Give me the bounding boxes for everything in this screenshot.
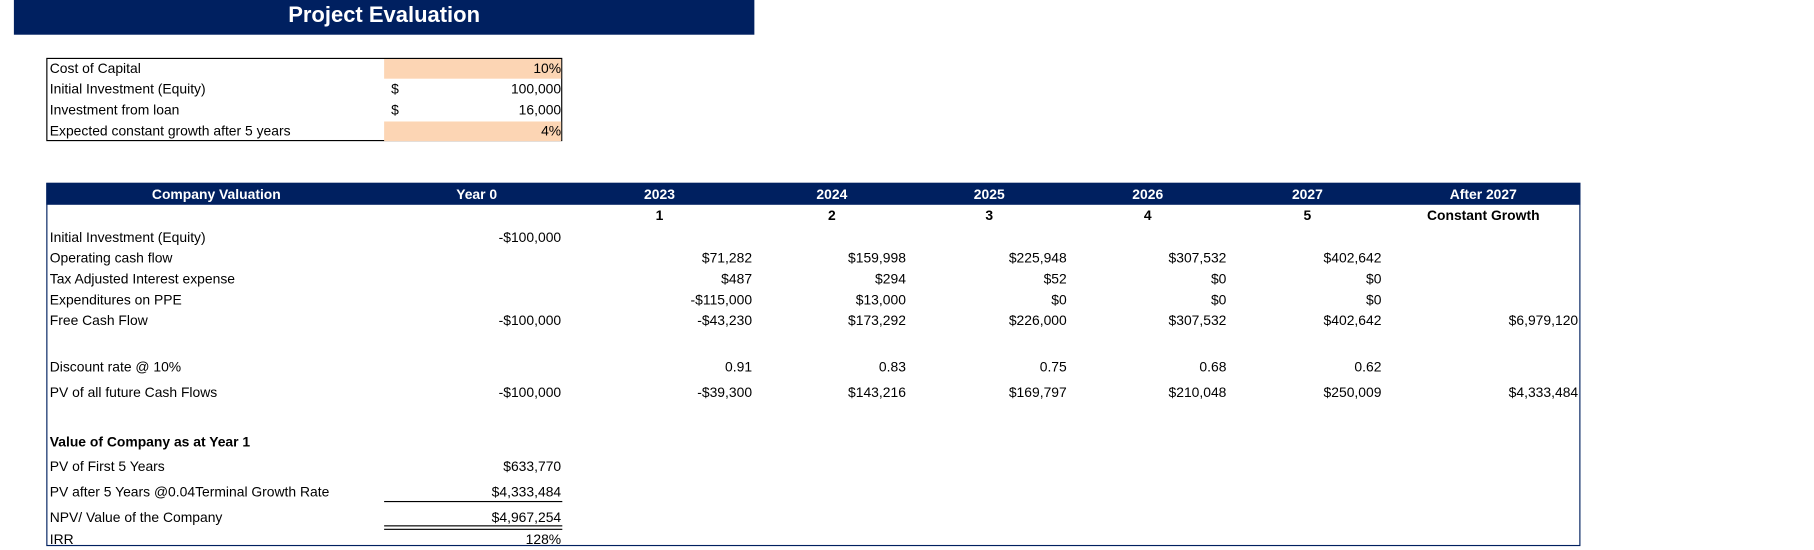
cell: 0.75 — [1039, 358, 1067, 375]
row-label: PV of all future Cash Flows — [49, 384, 218, 401]
cell: $52 — [1043, 270, 1067, 287]
cell: 0.62 — [1354, 358, 1382, 375]
cell: -$100,000 — [498, 312, 562, 329]
column-header: 2024 — [816, 186, 848, 203]
row-label: Free Cash Flow — [49, 312, 148, 329]
input-label: Cost of Capital — [49, 60, 141, 77]
input-label: Investment from loan — [49, 101, 180, 119]
input-value: 16,000 — [518, 101, 562, 119]
cell: $402,642 — [1323, 249, 1382, 267]
cell: $0 — [1210, 291, 1227, 308]
cell: $0 — [1051, 291, 1067, 308]
cell: $169,797 — [1008, 384, 1067, 401]
column-subheader: Constant Growth — [1426, 207, 1540, 224]
cell: $0 — [1366, 270, 1382, 287]
column-subheader: 4 — [1143, 207, 1152, 224]
summary-value: $4,967,254 — [491, 509, 562, 526]
cell: -$100,000 — [498, 384, 562, 401]
summary-label: NPV/ Value of the Company — [49, 509, 223, 526]
input-value: 100,000 — [510, 80, 562, 98]
cell: 0.91 — [725, 358, 753, 375]
cell: $402,642 — [1323, 312, 1382, 329]
cell: $307,532 — [1168, 312, 1227, 329]
inputs-box — [46, 57, 563, 142]
summary-value: $633,770 — [503, 458, 562, 475]
cell: $250,009 — [1323, 384, 1382, 401]
column-header: After 2027 — [1449, 186, 1517, 203]
column-subheader: 3 — [985, 207, 994, 224]
row-label: Expenditures on PPE — [49, 291, 182, 308]
input-value: 4% — [541, 122, 562, 139]
cell: -$100,000 — [498, 229, 562, 246]
cell: -$43,230 — [697, 312, 753, 329]
cell: $143,216 — [848, 384, 906, 401]
cell: $0 — [1366, 291, 1382, 308]
underline — [384, 500, 563, 503]
summary-value: 128% — [525, 531, 562, 548]
cell: $225,948 — [1008, 249, 1067, 267]
column-header: 2027 — [1291, 186, 1323, 203]
input-label: Initial Investment (Equity) — [49, 80, 206, 98]
cell: -$39,300 — [697, 384, 753, 401]
input-value: 10% — [533, 60, 562, 77]
title-bar — [13, 0, 755, 35]
input-label: Expected constant growth after 5 years — [49, 122, 291, 139]
column-header: Company Valuation — [151, 186, 281, 203]
input-highlight — [384, 59, 562, 79]
cell: -$115,000 — [690, 291, 753, 308]
cell: $226,000 — [1008, 312, 1067, 329]
column-header: 2025 — [973, 186, 1005, 203]
input-highlight — [384, 121, 562, 142]
cell: $4,333,484 — [1508, 384, 1579, 401]
column-header: Year 0 — [456, 186, 498, 203]
cell: $307,532 — [1168, 249, 1227, 267]
summary-value: $4,333,484 — [491, 483, 562, 500]
input-unit: $ — [391, 101, 399, 119]
cell: $294 — [875, 270, 906, 287]
summary-label: PV of First 5 Years — [49, 458, 165, 475]
cell: $13,000 — [855, 291, 906, 308]
cell: $487 — [721, 270, 753, 287]
double-underline — [384, 525, 563, 530]
header-row — [46, 182, 1581, 205]
column-header: 2026 — [1132, 186, 1164, 203]
input-unit: $ — [391, 80, 399, 98]
cell: $6,979,120 — [1508, 312, 1579, 329]
row-label: Tax Adjusted Interest expense — [49, 270, 235, 287]
column-subheader: 5 — [1303, 207, 1312, 224]
row-label: Initial Investment (Equity) — [49, 229, 206, 246]
cell: $0 — [1210, 270, 1227, 287]
cell: 0.83 — [878, 358, 906, 375]
title: Project Evaluation — [288, 3, 481, 28]
cell: $210,048 — [1168, 384, 1227, 401]
column-subheader: 2 — [828, 207, 836, 224]
summary-label: IRR — [49, 531, 74, 548]
cell: $159,998 — [848, 249, 906, 267]
summary-label: PV after 5 Years @0.04Terminal Growth Ra… — [49, 483, 330, 500]
row-label: Operating cash flow — [49, 249, 173, 267]
column-subheader: 1 — [655, 207, 664, 224]
cell: $71,282 — [701, 249, 753, 267]
cell: $173,292 — [848, 312, 906, 329]
row-label: Discount rate @ 10% — [49, 358, 182, 375]
column-header: 2023 — [644, 186, 675, 203]
summary-title: Value of Company as at Year 1 — [49, 433, 251, 451]
cell: 0.68 — [1199, 358, 1227, 375]
